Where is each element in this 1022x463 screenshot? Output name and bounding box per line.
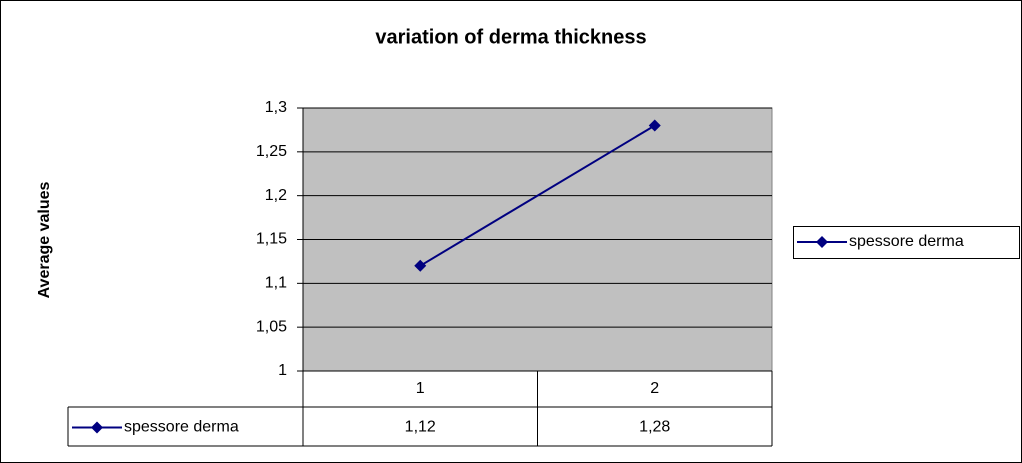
marker bbox=[816, 236, 828, 248]
y-tick-label: 1,3 bbox=[265, 99, 287, 116]
legend-label: spessore derma bbox=[849, 233, 964, 250]
marker bbox=[91, 421, 103, 434]
table-value: 1,12 bbox=[405, 419, 436, 436]
y-tick-label: 1 bbox=[278, 362, 287, 379]
y-tick-label: 1,25 bbox=[256, 143, 287, 160]
series-line bbox=[419, 124, 656, 267]
x-tick-label: 2 bbox=[650, 380, 659, 397]
y-axis-label: Average values bbox=[36, 181, 53, 298]
table-value: 1,28 bbox=[639, 419, 670, 436]
y-tick-label: 1,15 bbox=[256, 231, 287, 248]
chart-title: variation of derma thickness bbox=[375, 26, 646, 48]
y-tick-label: 1,1 bbox=[265, 275, 287, 292]
marker bbox=[414, 259, 427, 272]
y-tick-label: 1,05 bbox=[256, 318, 287, 335]
marker bbox=[648, 119, 661, 132]
legend-label: spessore derma bbox=[124, 419, 239, 436]
x-tick-label: 1 bbox=[416, 380, 425, 397]
y-tick-label: 1,2 bbox=[265, 187, 287, 204]
